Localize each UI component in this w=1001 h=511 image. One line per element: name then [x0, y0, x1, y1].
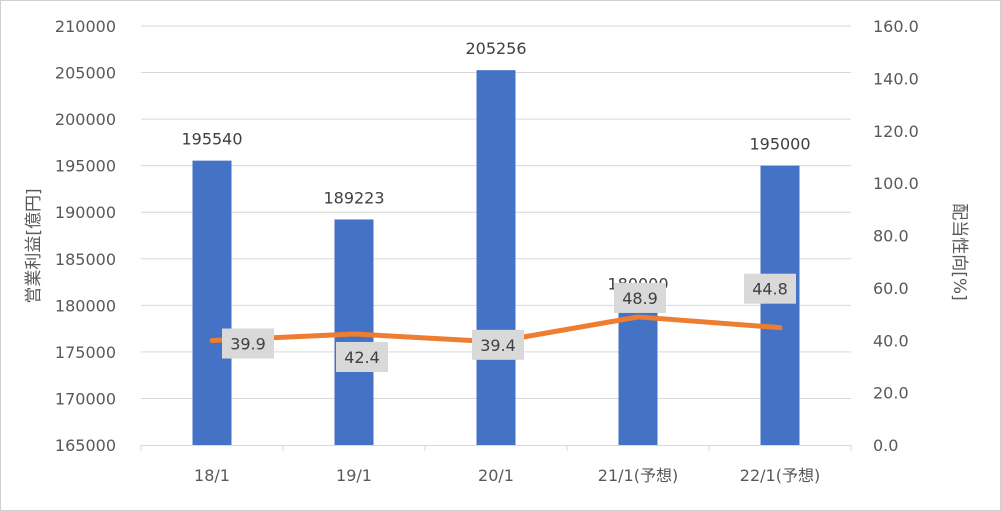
line-data-label: 39.9 [222, 328, 274, 359]
x-tick-label: 22/1(予想) [740, 466, 820, 485]
left-axis-title: 営業利益[億円] [24, 188, 44, 303]
line-data-label: 42.4 [336, 341, 388, 372]
right-tick-label: 100.0 [873, 174, 919, 193]
line-label-box [222, 328, 274, 359]
left-tick-label: 210000 [55, 17, 116, 36]
bar [760, 165, 800, 445]
line-data-labels: 39.9 42.4 39.4 48.9 44.8 [222, 273, 796, 372]
line-label-box [744, 273, 796, 304]
bar-series [192, 70, 800, 446]
left-tick-label: 205000 [55, 64, 116, 83]
right-tick-label: 20.0 [873, 384, 909, 403]
left-tick-label: 200000 [55, 110, 116, 129]
line-label-box [614, 282, 666, 313]
right-axis-title: 配当性向[%] [949, 203, 969, 300]
line-data-label: 48.9 [614, 282, 666, 313]
left-tick-label: 165000 [55, 436, 116, 455]
right-axis-ticks: 0.0 20.0 40.0 60.0 80.0 100.0 120.0 140.0 160.0 [873, 17, 919, 455]
bar [618, 305, 658, 445]
bar [192, 160, 232, 445]
x-axis-ticks: 18/1 19/1 20/1 21/1(予想) 22/1(予想) [194, 466, 820, 485]
bar-data-label: 189223 [323, 188, 384, 207]
line-label-text: 48.9 [622, 289, 658, 308]
right-tick-label: 140.0 [873, 69, 919, 88]
right-tick-label: 80.0 [873, 227, 909, 246]
left-tick-label: 185000 [55, 250, 116, 269]
left-tick-label: 195000 [55, 157, 116, 176]
x-tick-label: 18/1 [194, 466, 230, 485]
line-label-text: 44.8 [752, 280, 788, 299]
line-label-box [336, 341, 388, 372]
line-data-label: 39.4 [472, 329, 524, 360]
right-tick-label: 40.0 [873, 331, 909, 350]
line-label-text: 42.4 [344, 348, 380, 367]
x-axis [140, 445, 852, 451]
line-label-text: 39.9 [230, 335, 266, 354]
left-tick-label: 190000 [55, 203, 116, 222]
left-tick-label: 180000 [55, 296, 116, 315]
left-axis-ticks: 165000 170000 175000 180000 185000 190000 1950… [55, 17, 116, 455]
x-tick-label: 21/1(予想) [598, 466, 678, 485]
right-tick-label: 120.0 [873, 122, 919, 141]
bar-data-label: 195000 [749, 135, 810, 154]
right-tick-label: 60.0 [873, 279, 909, 298]
x-tick-label: 19/1 [336, 466, 372, 485]
line-data-label: 44.8 [744, 273, 796, 304]
right-tick-label: 160.0 [873, 17, 919, 36]
bar [476, 70, 516, 446]
line-label-box [472, 329, 524, 360]
line-label-text: 39.4 [480, 336, 516, 355]
left-tick-label: 170000 [55, 389, 116, 408]
bar-data-label: 195540 [181, 130, 242, 149]
bar-data-label: 205256 [465, 39, 526, 58]
x-tick-label: 20/1 [478, 466, 514, 485]
left-tick-label: 175000 [55, 343, 116, 362]
right-tick-label: 0.0 [873, 436, 898, 455]
